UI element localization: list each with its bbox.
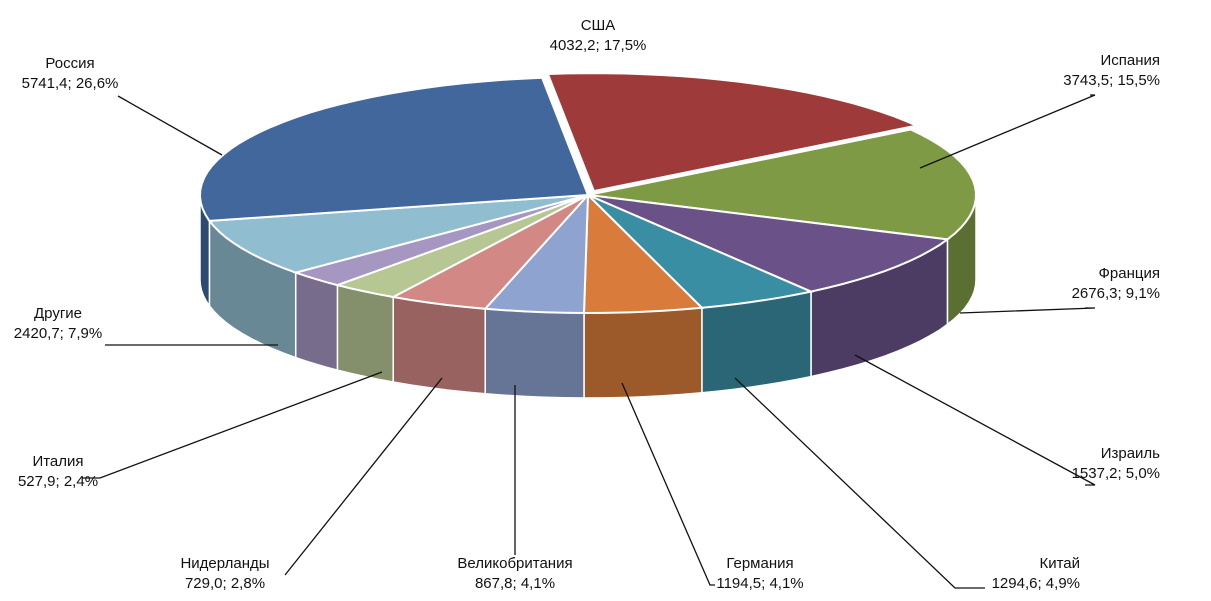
slice-label-name-2: Франция [1099, 265, 1160, 282]
slice-label-value-4: 1294,6; 4,9% [992, 575, 1080, 592]
pie-side-6 [392, 296, 486, 395]
pie-slice-6 [390, 194, 589, 310]
pie-side-5 [484, 307, 585, 399]
leader-line-3 [854, 354, 1096, 486]
pie-side-4 [583, 306, 703, 399]
pie-slice-10 [198, 76, 590, 222]
slice-label-value-7: 729,0; 2,8% [185, 575, 265, 592]
pie-side-8 [294, 271, 339, 372]
slice-label-name-0: США [581, 17, 616, 34]
leader-line-1 [919, 94, 1096, 169]
slice-label-value-6: 867,8; 4,1% [475, 575, 555, 592]
pie-slice-9 [207, 194, 589, 274]
slice-label-name-1: Испания [1100, 52, 1160, 69]
leader-line-5 [621, 382, 715, 586]
slice-label-name-8: Италия [32, 453, 83, 470]
slice-label-name-9: Другие [34, 305, 82, 322]
slice-label-name-10: Россия [45, 55, 94, 72]
slice-label-value-8: 527,9; 2,4% [18, 473, 98, 490]
slice-label-value-0: 4032,2; 17,5% [550, 37, 647, 54]
leader-line-4 [734, 377, 985, 589]
leader-line-7 [284, 377, 443, 576]
pie-slice-4 [582, 192, 705, 315]
pie-slice-3 [587, 194, 815, 309]
leader-line-8 [82, 371, 383, 479]
slice-label-name-5: Германия [726, 555, 793, 572]
leader-line-10 [117, 95, 223, 156]
pie-slice-2 [587, 194, 951, 293]
slice-label-value-1: 3743,5; 15,5% [1063, 72, 1160, 89]
slice-label-value-10: 5741,4; 26,6% [22, 75, 119, 92]
pie-side-7 [336, 284, 394, 383]
leader-line-2 [959, 307, 1096, 314]
slice-label-value-9: 2420,7; 7,9% [14, 325, 102, 342]
slice-label-value-2: 2676,3; 9,1% [1072, 285, 1160, 302]
slice-label-name-6: Великобритания [457, 555, 572, 572]
slice-label-name-3: Израиль [1101, 445, 1160, 462]
slice-label-value-5: 1194,5; 4,1% [716, 575, 803, 592]
slice-label-name-7: Нидерланды [180, 555, 269, 572]
slice-label-value-3: 1537,2; 5,0% [1072, 465, 1160, 482]
pie-slice-0 [546, 72, 920, 193]
pie-slice-1 [587, 128, 977, 241]
slice-label-name-4: Китай [1039, 555, 1080, 572]
